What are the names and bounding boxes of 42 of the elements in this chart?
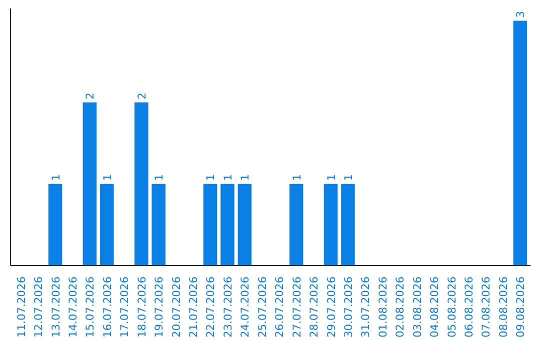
x-tick-label: 15.07.2026 [84, 276, 97, 338]
data-label: 2 [135, 92, 148, 100]
x-tick-label: 17.07.2026 [118, 276, 132, 338]
x-tick-label: 04.08.2026 [428, 276, 442, 338]
x-tick-label: 06.08.2026 [462, 276, 476, 338]
x-tick-label: 14.07.2026 [66, 276, 80, 338]
x-tick-label: 01.08.2026 [376, 276, 390, 338]
x-tick-label: 23.07.2026 [221, 276, 234, 338]
x-tick-label: 09.08.2026 [514, 276, 528, 338]
x-tick-label: 18.07.2026 [135, 276, 148, 338]
x-tick-label: 20.07.2026 [170, 276, 183, 338]
x-tick-label: 03.08.2026 [410, 276, 424, 338]
x-tick-label: 13.07.2026 [49, 276, 62, 338]
data-label: 1 [290, 174, 304, 181]
data-label: 1 [342, 174, 355, 181]
data-label: 1 [100, 174, 114, 181]
data-label: 3 [514, 10, 528, 18]
x-tick-label: 16.07.2026 [100, 276, 114, 338]
x-tick-label: 25.07.2026 [256, 276, 269, 338]
data-label: 1 [221, 174, 234, 181]
x-tick-label: 29.07.2026 [324, 276, 338, 338]
x-tick-label: 21.07.2026 [187, 276, 200, 338]
x-tick-label: 12.07.2026 [32, 276, 46, 338]
x-tick-label: 22.07.2026 [204, 276, 218, 338]
x-tick-label: 02.08.2026 [394, 276, 407, 338]
x-tick-label: 19.07.2026 [152, 276, 166, 338]
x-tick-label: 24.07.2026 [238, 276, 252, 338]
x-tick-label: 08.08.2026 [496, 276, 510, 338]
data-label: 1 [204, 174, 218, 181]
data-label: 2 [84, 92, 97, 100]
data-label: 1 [238, 174, 252, 181]
data-label: 1 [49, 174, 62, 181]
x-tick-label: 05.08.2026 [445, 276, 458, 338]
x-tick-label: 31.07.2026 [359, 276, 372, 338]
data-label: 1 [152, 174, 166, 181]
x-tick-label: 30.07.2026 [342, 276, 355, 338]
x-tick-label: 28.07.2026 [308, 276, 321, 338]
x-tick-label: 07.08.2026 [480, 276, 493, 338]
data-label: 1 [324, 174, 338, 181]
x-tick-label: 11.07.2026 [14, 276, 28, 338]
x-tick-label: 27.07.2026 [290, 276, 304, 338]
x-tick-label: 26.07.2026 [273, 276, 286, 338]
